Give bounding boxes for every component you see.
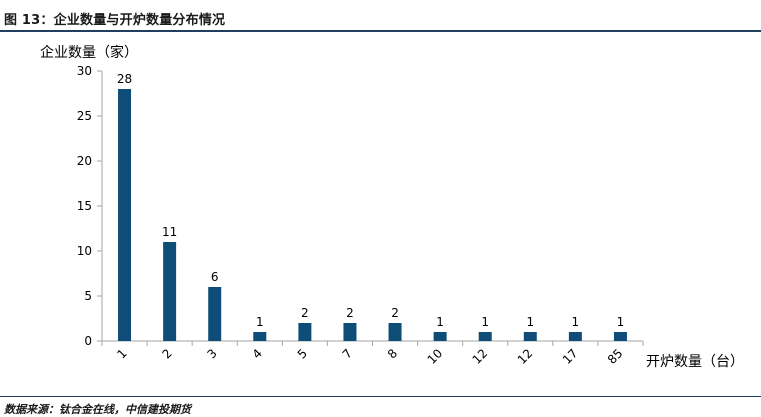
x-tick-label: 2 [159, 346, 174, 361]
x-tick-label: 4 [250, 346, 265, 361]
data-label: 1 [436, 315, 444, 329]
data-label: 1 [481, 315, 489, 329]
title-rule [0, 30, 761, 32]
y-tick-label: 10 [77, 244, 92, 258]
x-tick-label: 3 [205, 346, 220, 361]
y-axis-label: 企业数量（家） [40, 44, 138, 61]
bar [163, 242, 177, 341]
y-tick-label: 0 [84, 334, 92, 348]
data-label: 28 [117, 72, 132, 86]
bar [253, 332, 267, 341]
y-tick-label: 20 [77, 154, 92, 168]
bar [388, 323, 402, 341]
data-label: 1 [572, 315, 580, 329]
bar [523, 332, 537, 341]
data-label: 1 [617, 315, 625, 329]
bar [118, 89, 132, 341]
source-note: 数据来源：钛合金在线，中信建投期货 [4, 403, 191, 416]
x-axis-label: 开炉数量（台） [646, 354, 744, 370]
y-axis: 0 5 10 15 20 25 30 [77, 64, 103, 348]
y-tick-label: 25 [77, 109, 92, 123]
bar [343, 323, 357, 341]
x-tick-label: 8 [385, 346, 400, 361]
x-tick-label: 85 [605, 346, 626, 367]
x-tick-label: 10 [425, 346, 446, 367]
x-tick-label: 1 [114, 346, 129, 361]
y-tick-label: 30 [77, 64, 92, 78]
data-label: 2 [301, 306, 309, 320]
x-tick-label: 17 [560, 346, 581, 367]
x-tick-label: 12 [470, 346, 491, 367]
bar [613, 332, 627, 341]
x-axis: 1 2 3 4 5 7 8 10 12 12 17 85 [101, 340, 644, 367]
figure-title: 图 13：企业数量与开炉数量分布情况 [4, 13, 226, 28]
x-tick-label: 7 [340, 346, 355, 361]
data-label: 1 [256, 315, 264, 329]
data-label: 6 [211, 270, 219, 284]
bar [568, 332, 582, 341]
bar [478, 332, 492, 341]
bar [208, 287, 222, 341]
x-tick-label: 5 [295, 346, 310, 361]
y-tick-label: 15 [77, 199, 92, 213]
data-label: 2 [346, 306, 354, 320]
data-label: 11 [162, 225, 177, 239]
x-tick-label: 12 [515, 346, 536, 367]
data-label: 1 [526, 315, 534, 329]
bar [298, 323, 312, 341]
source-rule [0, 396, 761, 397]
bar [433, 332, 447, 341]
data-label: 2 [391, 306, 399, 320]
y-tick-label: 5 [84, 289, 92, 303]
